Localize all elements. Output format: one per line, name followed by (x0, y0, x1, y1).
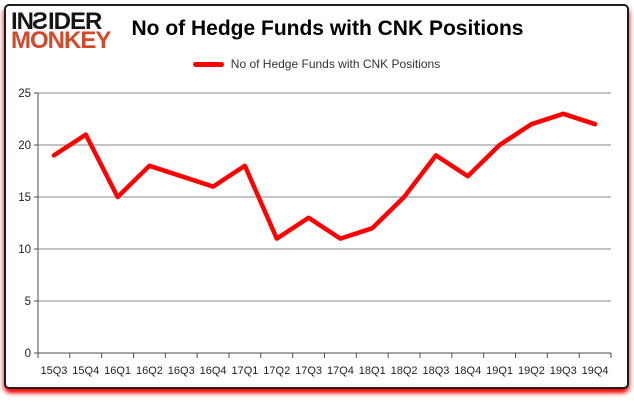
insider-monkey-logo: INSIDER MONKEY (11, 8, 111, 54)
x-axis-label: 18Q4 (454, 365, 481, 377)
data-series-line (51, 111, 598, 241)
x-axis-label: 17Q1 (231, 365, 258, 377)
legend-line-swatch (192, 61, 224, 67)
x-axis-label: 17Q4 (327, 365, 354, 377)
x-axis-label: 19Q2 (518, 365, 545, 377)
x-axis-label: 15Q3 (40, 365, 67, 377)
x-axis-label: 18Q2 (391, 365, 418, 377)
x-axis-label: 16Q1 (104, 365, 131, 377)
x-axis-label: 17Q2 (263, 365, 290, 377)
x-axis-label: 19Q1 (486, 365, 513, 377)
y-axis-label: 5 (25, 296, 31, 308)
x-axis-label: 18Q3 (422, 365, 449, 377)
y-axis-label: 10 (18, 244, 31, 256)
y-axis-label: 0 (25, 348, 31, 360)
x-axis-label: 16Q2 (136, 365, 163, 377)
x-axis-label: 19Q3 (550, 365, 577, 377)
y-axis-label: 20 (18, 140, 31, 152)
y-axis-label: 15 (18, 192, 31, 204)
y-axis-label: 25 (18, 88, 31, 100)
x-axis-label: 19Q4 (582, 365, 609, 377)
x-axis-label: 18Q1 (359, 365, 386, 377)
x-axis-label: 17Q3 (295, 365, 322, 377)
x-axis-label: 15Q4 (72, 365, 99, 377)
chart-title: No of Hedge Funds with CNK Positions (131, 17, 524, 40)
logo-monkey-text: MONKEY (11, 27, 111, 54)
x-axis-label: 16Q3 (168, 365, 195, 377)
logo-insider-text: INSIDER (11, 8, 102, 35)
chart-legend: No of Hedge Funds with CNK Positions (6, 57, 627, 71)
x-axis-label: 16Q4 (200, 365, 227, 377)
legend-series-label: No of Hedge Funds with CNK Positions (230, 57, 441, 71)
line-chart-plot: 0 5 10 15 20 25 15Q3 15Q4 16Q1 16Q2 16Q3 16Q4 17Q1 17… (18, 88, 612, 377)
chart-card: INSIDER MONKEY No of Hedge Funds with CN… (4, 4, 629, 389)
